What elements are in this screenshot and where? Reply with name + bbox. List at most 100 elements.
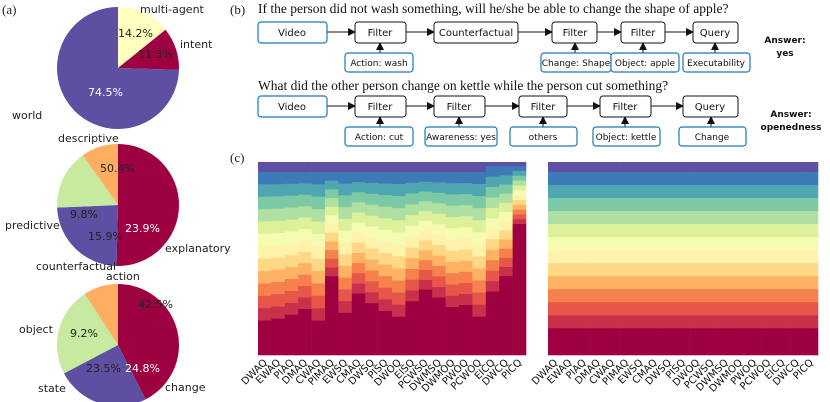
left-bar-cmaq-seg-0 xyxy=(351,293,366,356)
left-bar-dmaq-seg-11 xyxy=(298,183,312,195)
left-bar-pimaq-seg-4 xyxy=(325,241,339,251)
left-bar-ewsq-seg-1 xyxy=(338,300,353,313)
right-bar-piaq-seg-5 xyxy=(576,262,591,277)
right-bar-pcwsq-seg-11 xyxy=(704,184,719,199)
right-bar-dwsq-seg-2 xyxy=(661,301,677,316)
left-bar-cwaq-seg-9 xyxy=(311,208,326,222)
left-bar-dmaq-seg-3 xyxy=(298,274,312,287)
left-bar-dwoq-seg-1 xyxy=(392,304,406,317)
right-bar-pcwsq-seg-12 xyxy=(704,171,719,185)
right-bar-dwsq-seg-12 xyxy=(661,171,677,185)
left-bar-pimaq-seg-8 xyxy=(325,206,339,216)
right-bar-pcwoq-seg-6 xyxy=(761,249,776,264)
right-bar-cwaq-seg-10 xyxy=(604,197,620,212)
left-bar-dwcq-seg-0 xyxy=(499,275,513,356)
right-bar-cwaq-seg-0 xyxy=(604,327,620,356)
pie3-slice-object xyxy=(84,284,118,345)
right-bar-dwmsq-seg-4 xyxy=(718,275,734,290)
right-bar-dmaq-seg-9 xyxy=(590,210,606,225)
right-bar-dwsq-seg-8 xyxy=(661,223,677,238)
left-bar-ewsq-seg-13 xyxy=(338,162,353,172)
left-bar-piaq-seg-1 xyxy=(284,302,299,315)
left-bar-dwoq-seg-3 xyxy=(392,280,406,293)
p2-filter-4-label: Filter xyxy=(613,102,639,113)
left-bar-dwmoq-seg-6 xyxy=(445,239,460,251)
left-bar-ewaq-seg-0 xyxy=(271,318,286,356)
right-bar-pisq-seg-2 xyxy=(675,301,691,316)
left-bar-dwmoq-seg-5 xyxy=(445,250,460,263)
left-bar-picq-seg-4 xyxy=(512,204,527,210)
right-bar-dwmsq-seg-2 xyxy=(718,301,734,316)
right-bar-pimaq-seg-5 xyxy=(619,262,634,277)
pie2-slice-descriptive xyxy=(116,144,180,266)
right-bar-pwoq-seg-12 xyxy=(746,171,762,185)
right-bar-picq-seg-9 xyxy=(803,210,819,225)
right-bar-cmaq-seg-11 xyxy=(647,184,662,199)
left-bar-cmaq-seg-4 xyxy=(351,252,366,264)
right-bar-eicq-seg-4 xyxy=(775,275,790,290)
left-bar-pcwoq-seg-13 xyxy=(472,162,487,172)
right-bar-pisq-seg-9 xyxy=(675,210,691,225)
left-bar-dwmsq-seg-10 xyxy=(432,192,446,204)
left-bar-dwaq-seg-7 xyxy=(258,233,272,247)
pie3-value-change: 24.8% xyxy=(125,362,160,375)
left-bar-dwmoq-seg-3 xyxy=(445,272,460,285)
left-bar-ewsq-seg-2 xyxy=(338,289,353,302)
left-bar-dwsq-seg-13 xyxy=(365,162,379,172)
p1-arg-executability-box xyxy=(682,52,751,73)
p1-counterfactual-label: Counterfactual xyxy=(439,28,513,39)
right-bar-dwmsq-seg-9 xyxy=(718,210,734,225)
right-bar-pimaq-seg-2 xyxy=(619,301,634,316)
right-bar-dwoq-seg-2 xyxy=(690,301,705,316)
left-bar-picq-seg-13 xyxy=(512,162,527,167)
right-bar-dmaq-seg-10 xyxy=(590,197,606,212)
left-bar-pcwoq-seg-3 xyxy=(472,280,487,293)
right-bar-dwsq-seg-4 xyxy=(661,275,677,290)
left-bar-dwsq-seg-4 xyxy=(365,259,379,271)
right-bar-dwcq-seg-1 xyxy=(789,314,805,329)
right-bar-ewaq-seg-0 xyxy=(562,327,577,356)
right-bar-picq-seg-7 xyxy=(803,236,819,251)
p1-arg-executability-label: Executability xyxy=(687,59,746,69)
p1-arg-action-label: Action: wash xyxy=(350,59,407,69)
left-bar-pwoq-seg-0 xyxy=(459,304,473,356)
right-bar-pimaq-seg-3 xyxy=(619,288,634,303)
right-bar-dwmoq-seg-10 xyxy=(732,197,748,212)
right-bar-dwaq-seg-10 xyxy=(548,197,563,212)
right-bar-dwmsq-seg-7 xyxy=(718,236,734,251)
pie1-value-world: 74.5% xyxy=(88,86,123,99)
left-bar-dwsq-seg-8 xyxy=(365,215,379,227)
p2-query-label: Query xyxy=(695,102,725,113)
right-bar-pcwoq-seg-4 xyxy=(761,275,776,290)
left-bar-pwoq-seg-9 xyxy=(459,204,473,217)
p1-filter-3-label: Filter xyxy=(631,28,657,39)
right-bar-pcwsq-seg-9 xyxy=(704,210,719,225)
right-bar-dwmoq-seg-6 xyxy=(732,249,748,264)
right-bar-cwaq-seg-2 xyxy=(604,301,620,316)
left-bar-ewsq-seg-5 xyxy=(338,253,353,266)
left-bar-ewaq-seg-13 xyxy=(271,162,286,172)
pie1-slice-multi-agent xyxy=(118,6,166,68)
p1-filter-1-label: Filter xyxy=(368,28,394,39)
left-bar-dwmsq-seg-4 xyxy=(432,255,446,267)
left-bar-dwoq-seg-2 xyxy=(392,292,406,305)
left-bar-piaq-seg-4 xyxy=(284,266,299,280)
right-bar-picq-seg-13 xyxy=(803,162,819,172)
right-bar-pisq-seg-6 xyxy=(675,249,691,264)
left-bar-dwcq-seg-3 xyxy=(499,248,513,258)
left-bar-eicq-seg-3 xyxy=(485,259,500,271)
right-bar-pcwsq-seg-8 xyxy=(704,223,719,238)
left-bar-eisq-seg-9 xyxy=(405,203,420,216)
left-bar-pwoq-seg-5 xyxy=(459,249,473,261)
p2-filter-1-label: Filter xyxy=(368,102,394,113)
left-bar-cwaq-seg-3 xyxy=(311,283,326,296)
right-bar-dwaq-seg-6 xyxy=(548,249,563,264)
right-bar-pcwoq-seg-3 xyxy=(761,288,776,303)
left-bar-dwmsq-seg-12 xyxy=(432,171,446,183)
right-bar-dwaq-seg-9 xyxy=(548,210,563,225)
left-bar-dwoq-seg-8 xyxy=(392,219,406,233)
pie-chart-question-type: descriptive explanatory counterfactual p… xyxy=(5,132,231,273)
right-bar-pwoq-seg-4 xyxy=(746,275,762,290)
right-bar-pisq-seg-7 xyxy=(675,236,691,251)
right-bar-picq-seg-8 xyxy=(803,223,819,238)
